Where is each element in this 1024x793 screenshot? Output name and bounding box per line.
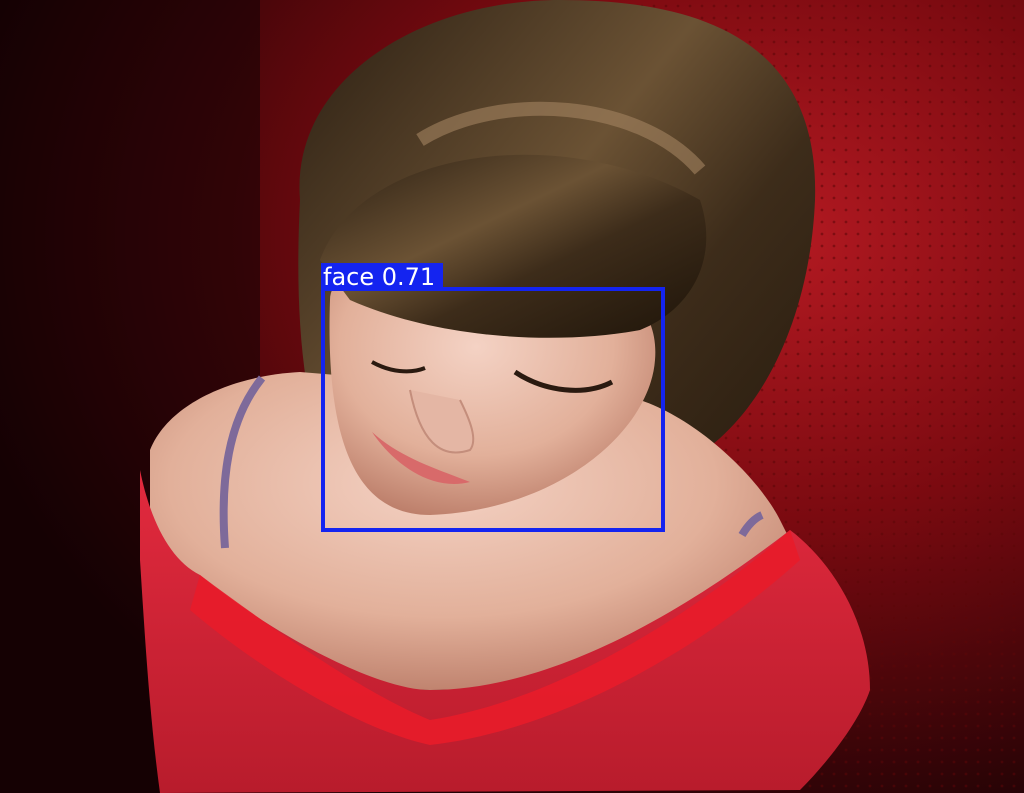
face-detection-box [321,287,665,532]
detection-label: face 0.71 [321,263,444,291]
red-shirt [140,470,870,793]
